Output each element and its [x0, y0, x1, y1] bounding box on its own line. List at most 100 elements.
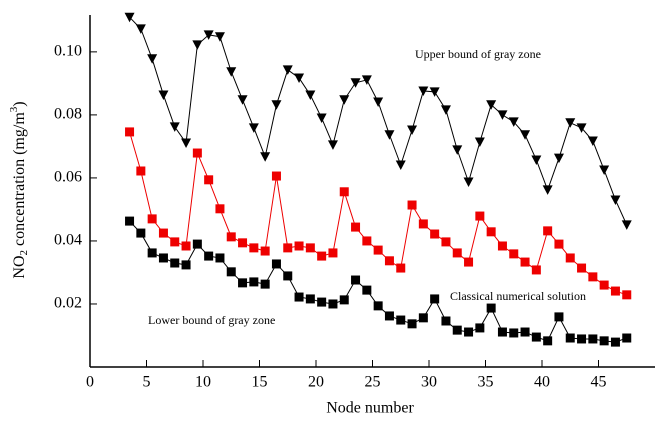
- x-tick-label: 30: [421, 374, 437, 391]
- marker: [339, 187, 349, 197]
- marker: [181, 260, 191, 270]
- x-tick-label: 25: [365, 374, 381, 391]
- marker: [260, 152, 271, 162]
- marker: [327, 140, 338, 150]
- marker: [294, 73, 305, 84]
- marker: [520, 327, 530, 337]
- marker: [192, 148, 202, 158]
- marker: [610, 337, 620, 347]
- marker: [497, 241, 507, 251]
- marker: [531, 265, 541, 275]
- marker: [396, 315, 406, 325]
- marker: [215, 253, 225, 263]
- marker: [543, 336, 553, 346]
- marker: [136, 228, 146, 238]
- marker: [181, 138, 192, 148]
- marker: [418, 219, 428, 229]
- y-tick-label: 0.06: [54, 169, 82, 186]
- marker: [599, 280, 609, 290]
- marker: [407, 200, 417, 210]
- marker: [158, 253, 168, 263]
- y-tick-label: 0.10: [54, 43, 82, 60]
- marker: [316, 113, 327, 124]
- marker: [147, 54, 158, 64]
- marker: [588, 272, 598, 282]
- marker: [238, 238, 248, 248]
- marker: [452, 145, 463, 155]
- marker: [508, 117, 519, 127]
- marker: [440, 105, 451, 115]
- marker: [373, 245, 383, 255]
- marker: [554, 239, 564, 249]
- marker: [497, 110, 508, 120]
- y-axis-label: NO2 concentration (mg/m3): [8, 101, 30, 278]
- marker: [124, 12, 135, 23]
- marker: [192, 239, 202, 249]
- marker: [181, 241, 191, 251]
- marker: [362, 285, 372, 295]
- marker: [237, 95, 248, 105]
- marker: [373, 97, 384, 107]
- marker: [531, 155, 542, 165]
- marker: [621, 220, 632, 230]
- marker: [169, 122, 180, 132]
- x-tick-label: 40: [534, 374, 550, 391]
- marker: [474, 137, 485, 147]
- x-tick-label: 10: [195, 374, 211, 391]
- marker: [430, 294, 440, 304]
- x-tick-label: 35: [478, 374, 494, 391]
- marker: [305, 243, 315, 253]
- marker: [282, 65, 293, 75]
- marker: [565, 333, 575, 343]
- x-tick-label: 0: [86, 374, 94, 391]
- marker: [407, 125, 418, 136]
- marker: [599, 336, 609, 346]
- marker: [565, 118, 576, 128]
- marker: [452, 325, 462, 335]
- annotation: Lower bound of gray zone: [148, 313, 275, 327]
- marker: [407, 319, 417, 329]
- marker: [317, 297, 327, 307]
- marker: [543, 226, 553, 236]
- marker: [204, 175, 214, 185]
- marker: [520, 257, 530, 267]
- marker: [147, 214, 157, 224]
- marker: [486, 227, 496, 237]
- marker: [248, 123, 259, 133]
- marker: [418, 86, 429, 96]
- marker: [271, 171, 281, 181]
- marker: [430, 229, 440, 239]
- marker: [283, 271, 293, 281]
- marker: [317, 251, 327, 261]
- x-tick-label: 45: [591, 374, 607, 391]
- marker: [125, 127, 135, 137]
- marker: [475, 211, 485, 221]
- marker: [599, 165, 610, 176]
- marker: [486, 303, 496, 313]
- marker: [441, 316, 451, 326]
- marker: [464, 327, 474, 337]
- marker: [622, 333, 632, 343]
- marker: [339, 295, 349, 305]
- marker: [350, 78, 361, 88]
- marker: [226, 67, 237, 77]
- marker: [395, 160, 406, 171]
- marker: [429, 87, 440, 97]
- marker: [192, 40, 203, 50]
- marker: [463, 177, 474, 188]
- x-tick-label: 5: [143, 374, 151, 391]
- marker: [464, 257, 474, 267]
- marker: [542, 185, 553, 195]
- marker: [271, 100, 282, 110]
- marker: [577, 263, 587, 273]
- marker: [553, 153, 564, 164]
- marker: [249, 243, 259, 253]
- marker: [125, 216, 135, 226]
- marker: [509, 328, 519, 338]
- marker: [486, 100, 497, 110]
- marker: [610, 195, 621, 205]
- marker: [305, 90, 316, 101]
- marker: [260, 246, 270, 256]
- marker: [588, 334, 598, 344]
- marker: [135, 24, 146, 34]
